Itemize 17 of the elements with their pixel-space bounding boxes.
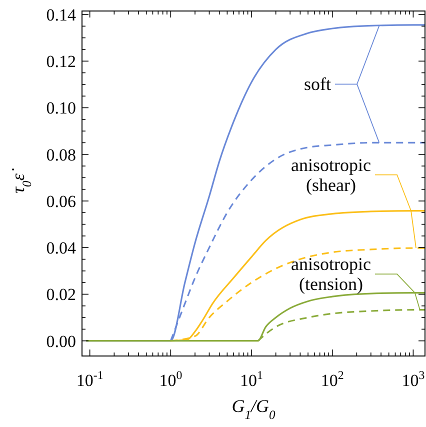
x-tick-label: 10$^{2}$ bbox=[320, 368, 344, 390]
annotation: anisotropic (shear) bbox=[291, 154, 371, 195]
annotation: soft bbox=[304, 74, 331, 94]
y-tick-label: 0.14 bbox=[46, 5, 76, 24]
y-tick-label: 0.12 bbox=[46, 52, 76, 72]
y-tick-label: 0.04 bbox=[46, 238, 76, 258]
x-tick-label: 10$^{1}$ bbox=[240, 368, 264, 390]
y-tick-label: 0.10 bbox=[46, 98, 76, 118]
x-tick-label: 10$^{0}$ bbox=[159, 368, 182, 390]
y-tick-label: 0.00 bbox=[46, 332, 76, 351]
y-tick-label: 0.06 bbox=[46, 192, 76, 211]
y-tick-label: 0.08 bbox=[46, 145, 76, 164]
x-tick-label: 10$^{3}$ bbox=[402, 368, 425, 390]
annotation: anisotropic (tension) bbox=[291, 254, 371, 294]
x-axis-title: G$_{1}$/G$_{0}$ bbox=[232, 396, 276, 422]
y-tick-label: 0.02 bbox=[46, 285, 76, 304]
x-tick-label: 10$^{-1}$ bbox=[76, 368, 104, 390]
